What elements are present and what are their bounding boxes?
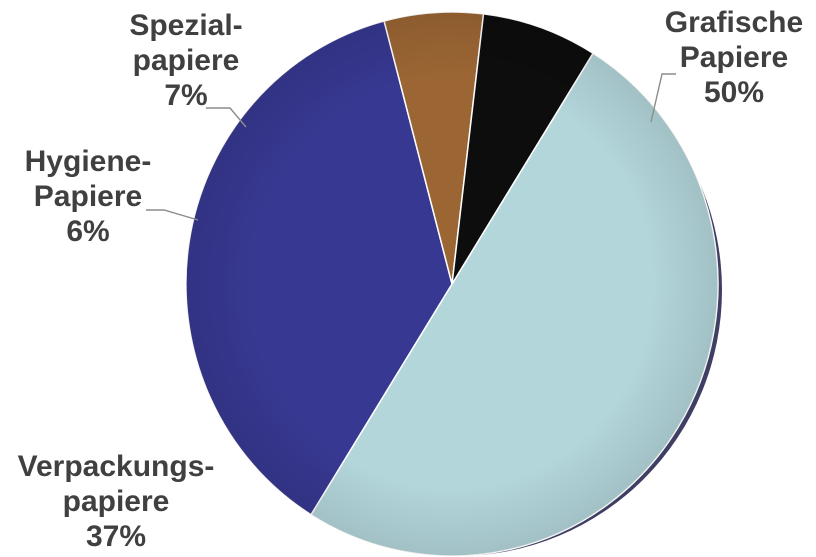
slice-label-line-grafische-1: Papiere — [680, 41, 788, 74]
slice-label-line-grafische-0: Grafische — [665, 6, 803, 39]
slice-label-line-spezial-0: Spezial- — [129, 9, 242, 42]
slice-label-line-verpackungs-2: 37% — [86, 520, 146, 553]
slice-label-line-hygiene-1: Papiere — [34, 180, 142, 213]
slice-label-grafische: Grafische Papiere 50% — [665, 6, 803, 109]
slice-labels: Grafische Papiere 50%Verpackungs-papiere 37… — [18, 6, 804, 553]
slice-label-line-spezial-1: papiere — [133, 44, 240, 77]
slice-label-line-hygiene-2: 6% — [66, 215, 109, 248]
slice-label-line-hygiene-0: Hygiene- — [25, 145, 152, 178]
slice-label-line-verpackungs-1: papiere — [63, 485, 170, 518]
slice-label-verpackungs: Verpackungs-papiere 37% — [18, 450, 215, 553]
slice-label-hygiene: Hygiene-Papiere 6% — [25, 145, 152, 248]
leader-line-grafische — [650, 73, 676, 123]
slice-label-line-spezial-2: 7% — [164, 79, 207, 112]
leader-lines — [146, 73, 676, 221]
pie-slices — [185, 11, 719, 557]
slice-label-spezial: Spezial-papiere 7% — [129, 9, 242, 112]
leader-line-spezial — [206, 107, 247, 128]
slice-label-line-grafische-2: 50% — [704, 76, 764, 109]
slice-label-line-verpackungs-0: Verpackungs- — [18, 450, 215, 483]
leader-line-hygiene — [146, 209, 199, 221]
